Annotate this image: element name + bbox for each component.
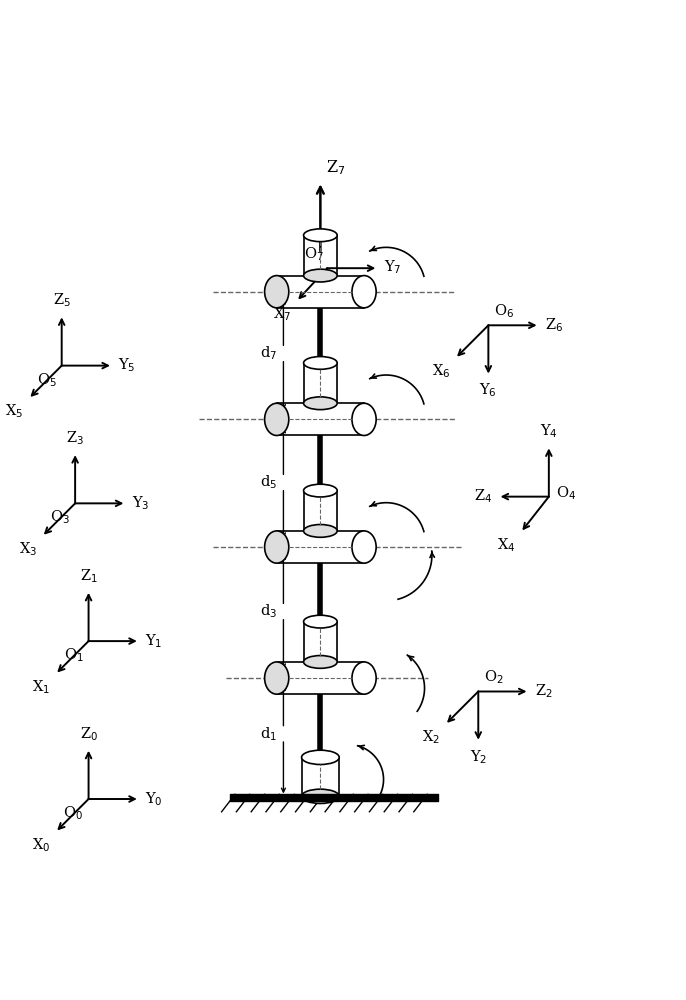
Text: X$_4$: X$_4$	[497, 536, 515, 554]
Text: O$_3$: O$_3$	[50, 509, 70, 526]
Ellipse shape	[352, 531, 376, 563]
Text: Y$_2$: Y$_2$	[470, 748, 487, 766]
Text: Y$_5$: Y$_5$	[118, 357, 136, 374]
Text: Z$_4$: Z$_4$	[474, 488, 493, 505]
Ellipse shape	[304, 525, 338, 537]
Bar	[304, 363, 338, 403]
Ellipse shape	[265, 276, 289, 308]
Bar	[276, 276, 364, 308]
Text: Z$_3$: Z$_3$	[66, 429, 84, 447]
Text: O$_4$: O$_4$	[556, 484, 576, 502]
Text: O$_6$: O$_6$	[494, 302, 514, 320]
Text: Y$_7$: Y$_7$	[383, 258, 401, 276]
Text: Y$_1$: Y$_1$	[145, 632, 163, 650]
Bar	[302, 757, 339, 796]
Ellipse shape	[302, 750, 339, 764]
Ellipse shape	[304, 484, 338, 497]
Text: d$_7$: d$_7$	[259, 345, 276, 362]
Text: X$_1$: X$_1$	[32, 678, 50, 696]
Text: O$_1$: O$_1$	[64, 646, 83, 664]
Text: d$_3$: d$_3$	[259, 603, 276, 620]
Text: O$_5$: O$_5$	[36, 371, 56, 389]
Bar	[304, 235, 338, 276]
Ellipse shape	[304, 269, 338, 282]
Text: X$_0$: X$_0$	[32, 836, 50, 854]
Ellipse shape	[352, 662, 376, 694]
Text: d$_1$: d$_1$	[260, 725, 276, 743]
Ellipse shape	[302, 789, 339, 803]
Ellipse shape	[304, 656, 338, 668]
Text: Y$_3$: Y$_3$	[132, 495, 149, 512]
Bar	[304, 491, 338, 531]
Ellipse shape	[265, 531, 289, 563]
Text: Z$_0$: Z$_0$	[80, 725, 97, 743]
Ellipse shape	[352, 276, 376, 308]
Ellipse shape	[304, 615, 338, 628]
Ellipse shape	[265, 662, 289, 694]
Text: O$_7$: O$_7$	[304, 245, 324, 263]
Text: O$_2$: O$_2$	[484, 668, 504, 686]
Text: Z$_2$: Z$_2$	[534, 683, 552, 700]
Ellipse shape	[304, 229, 338, 242]
Text: Y$_0$: Y$_0$	[145, 790, 163, 808]
Text: d$_5$: d$_5$	[259, 474, 276, 491]
Text: Z$_7$: Z$_7$	[326, 159, 345, 177]
Text: O$_0$: O$_0$	[63, 804, 83, 822]
Text: Z$_5$: Z$_5$	[53, 291, 71, 309]
Ellipse shape	[304, 357, 338, 369]
Ellipse shape	[352, 403, 376, 435]
Ellipse shape	[265, 403, 289, 435]
Text: Y$_6$: Y$_6$	[480, 382, 497, 399]
Bar	[276, 403, 364, 435]
Text: Y$_4$: Y$_4$	[540, 422, 558, 440]
Bar	[276, 662, 364, 694]
Text: Z$_1$: Z$_1$	[80, 567, 97, 585]
Bar	[276, 531, 364, 563]
Bar	[304, 622, 338, 662]
Text: X$_2$: X$_2$	[422, 728, 440, 746]
Text: X$_3$: X$_3$	[19, 540, 37, 558]
Text: Z$_6$: Z$_6$	[545, 316, 563, 334]
Ellipse shape	[304, 397, 338, 410]
Text: X$_7$: X$_7$	[273, 305, 292, 323]
Text: X$_5$: X$_5$	[5, 402, 23, 420]
Text: X$_6$: X$_6$	[431, 362, 450, 380]
